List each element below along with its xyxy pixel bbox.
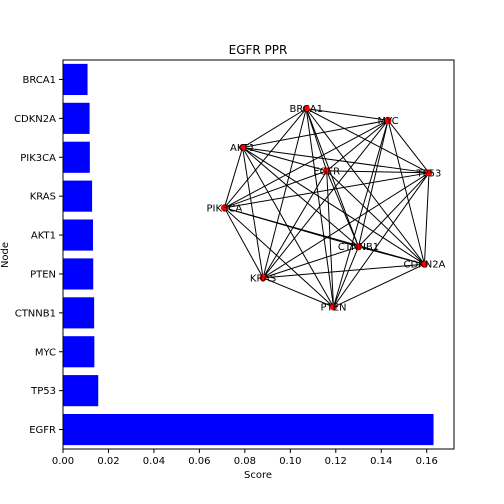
x-axis-ticks: 0.00 0.02 0.04 0.06 0.08 0.10 0.12 0.14 0.16 — [52, 449, 438, 467]
network-node-label: AKT1 — [230, 143, 255, 154]
x-tick-label: 0.16 — [416, 456, 438, 467]
network-node-label: BRCA1 — [289, 104, 323, 115]
network-node-label: EGFR — [313, 166, 340, 177]
network-nodes: BRCA1 MYC AKT1 EGFR TP53 PIK3CA CTNNB1 CDKN2A KR… — [207, 104, 446, 313]
network-edge — [306, 109, 358, 247]
x-tick-label: 0.08 — [234, 456, 256, 467]
network-edge — [224, 148, 242, 208]
x-tick-label: 0.00 — [52, 456, 74, 467]
y-tick-label: CDKN2A — [14, 114, 56, 125]
bar-pten — [63, 258, 93, 289]
y-tick-label: AKT1 — [31, 231, 56, 242]
x-tick-label: 0.02 — [97, 456, 119, 467]
x-tick-label: 0.06 — [188, 456, 210, 467]
x-tick-label: 0.14 — [370, 456, 392, 467]
x-axis-label: Score — [244, 470, 272, 481]
network-node-label: PIK3CA — [207, 203, 243, 214]
y-tick-label: CTNNB1 — [15, 308, 56, 319]
network-node-label: MYC — [377, 116, 398, 127]
y-tick-label: BRCA1 — [23, 75, 57, 86]
network-edge — [263, 171, 327, 278]
y-tick-label: PIK3CA — [20, 153, 56, 164]
network-edge — [327, 171, 359, 247]
y-tick-label: MYC — [35, 347, 56, 358]
network-node-label: TP53 — [416, 168, 442, 179]
bar-cdkn2a — [63, 103, 90, 134]
network-edge — [263, 109, 306, 278]
network-node-label: CDKN2A — [403, 260, 445, 271]
network-edge — [334, 120, 389, 307]
y-tick-label: TP53 — [30, 386, 56, 397]
network-node-label: CTNNB1 — [338, 242, 379, 253]
network-edge — [243, 148, 359, 247]
y-axis-ticks: EGFR TP53 MYC CTNNB1 PTEN AKT1 KRAS PIK3CA CDKN2… — [14, 75, 63, 436]
y-tick-label: KRAS — [30, 192, 56, 203]
network-node-label: PTEN — [321, 303, 347, 314]
x-tick-label: 0.04 — [143, 456, 165, 467]
x-tick-label: 0.12 — [325, 456, 347, 467]
bar-ctnnb1 — [63, 297, 94, 328]
bar-kras — [63, 181, 92, 212]
bar-brca1 — [63, 64, 88, 95]
network-edge — [334, 173, 429, 307]
bar-myc — [63, 336, 94, 367]
y-tick-label: PTEN — [30, 269, 56, 280]
network-node-label: KRAS — [250, 273, 276, 284]
network-edge — [424, 173, 429, 264]
bar-tp53 — [63, 375, 98, 406]
y-tick-label: EGFR — [29, 425, 56, 436]
bar-egfr — [63, 414, 434, 445]
bar-pik3ca — [63, 142, 90, 173]
chart-title: EGFR PPR — [229, 43, 288, 57]
network-edge — [388, 120, 424, 264]
y-axis-label: Node — [0, 242, 11, 268]
bar-akt1 — [63, 219, 93, 250]
x-tick-label: 0.10 — [279, 456, 301, 467]
